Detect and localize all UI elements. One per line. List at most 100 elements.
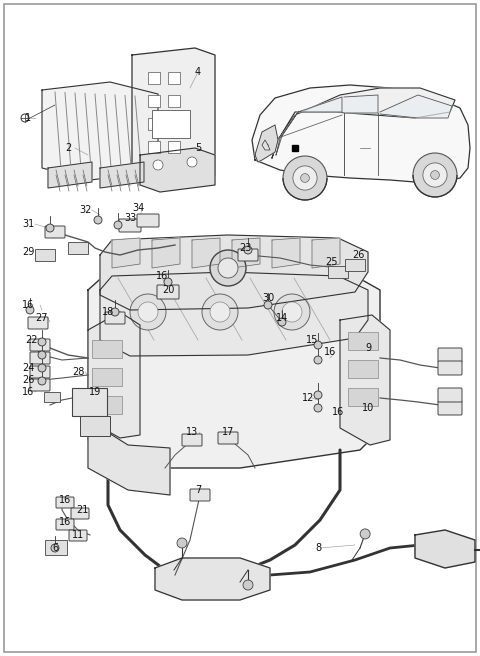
FancyBboxPatch shape [69, 530, 87, 541]
Text: 16: 16 [324, 347, 336, 357]
Bar [35, 249, 55, 261]
Bar [45, 540, 67, 555]
Text: 8: 8 [315, 543, 321, 553]
Circle shape [164, 278, 172, 286]
Circle shape [300, 174, 310, 182]
Circle shape [38, 377, 46, 385]
Bar [168, 95, 180, 107]
FancyBboxPatch shape [190, 489, 210, 501]
Text: 25: 25 [326, 257, 338, 267]
Polygon shape [100, 272, 368, 356]
Circle shape [314, 356, 322, 364]
FancyBboxPatch shape [438, 348, 462, 362]
Bar [92, 340, 122, 358]
Bar [328, 266, 348, 278]
FancyBboxPatch shape [56, 497, 74, 508]
Circle shape [293, 166, 317, 190]
Text: 9: 9 [365, 343, 371, 353]
Text: 29: 29 [22, 247, 34, 257]
Text: 33: 33 [124, 213, 136, 223]
Text: 20: 20 [162, 285, 174, 295]
Circle shape [314, 391, 322, 399]
Text: 1: 1 [25, 113, 31, 123]
Circle shape [202, 294, 238, 330]
Text: 16: 16 [22, 387, 34, 397]
Text: 4: 4 [195, 67, 201, 77]
Text: 12: 12 [302, 393, 314, 403]
Bar [72, 388, 107, 416]
FancyBboxPatch shape [105, 312, 125, 324]
Text: 19: 19 [89, 387, 101, 397]
Bar [148, 72, 160, 84]
Circle shape [38, 338, 46, 346]
Polygon shape [272, 88, 455, 158]
Bar [348, 360, 378, 378]
Text: 16: 16 [59, 517, 71, 527]
FancyBboxPatch shape [438, 388, 462, 402]
FancyBboxPatch shape [218, 432, 238, 444]
Polygon shape [112, 238, 140, 268]
Polygon shape [415, 530, 475, 568]
Circle shape [46, 224, 54, 232]
Circle shape [111, 308, 119, 316]
Text: 17: 17 [222, 427, 234, 437]
Bar [345, 259, 365, 271]
FancyBboxPatch shape [438, 361, 462, 375]
Circle shape [38, 364, 46, 372]
Text: 22: 22 [26, 335, 38, 345]
Polygon shape [255, 125, 278, 162]
Text: 18: 18 [102, 307, 114, 317]
FancyBboxPatch shape [56, 519, 74, 530]
Text: 34: 34 [132, 203, 144, 213]
Bar [68, 242, 88, 254]
Polygon shape [100, 235, 368, 310]
FancyBboxPatch shape [119, 219, 141, 232]
Polygon shape [272, 238, 300, 268]
Text: 23: 23 [239, 243, 251, 253]
Polygon shape [140, 148, 215, 192]
Circle shape [138, 302, 158, 322]
Polygon shape [48, 162, 92, 188]
Text: 16: 16 [156, 271, 168, 281]
Polygon shape [192, 238, 220, 268]
Polygon shape [88, 420, 170, 495]
Polygon shape [232, 238, 260, 268]
Circle shape [187, 157, 197, 167]
FancyBboxPatch shape [30, 366, 50, 378]
Circle shape [38, 351, 46, 359]
Text: 6: 6 [52, 543, 58, 553]
FancyBboxPatch shape [45, 226, 65, 238]
Bar [148, 95, 160, 107]
Text: 16: 16 [22, 300, 34, 310]
Circle shape [360, 529, 370, 539]
Text: 27: 27 [36, 313, 48, 323]
Bar [348, 388, 378, 406]
Text: 26: 26 [22, 375, 34, 385]
Bar [152, 110, 190, 138]
Bar [92, 368, 122, 386]
Circle shape [210, 302, 230, 322]
Polygon shape [152, 238, 180, 268]
FancyBboxPatch shape [28, 317, 48, 329]
Circle shape [94, 216, 102, 224]
Text: 26: 26 [352, 250, 364, 260]
Bar [168, 72, 180, 84]
Polygon shape [88, 265, 380, 468]
Polygon shape [100, 162, 144, 188]
Circle shape [114, 221, 122, 229]
Polygon shape [340, 315, 390, 445]
Text: 16: 16 [59, 495, 71, 505]
FancyBboxPatch shape [182, 434, 202, 446]
Text: 10: 10 [362, 403, 374, 413]
FancyBboxPatch shape [71, 508, 89, 519]
Bar [80, 416, 110, 436]
FancyBboxPatch shape [30, 352, 50, 364]
Circle shape [21, 114, 29, 122]
Bar [148, 118, 160, 130]
Polygon shape [262, 140, 270, 150]
Text: 15: 15 [306, 335, 318, 345]
Circle shape [130, 294, 166, 330]
Bar [168, 141, 180, 153]
Polygon shape [380, 95, 452, 118]
FancyBboxPatch shape [137, 214, 159, 227]
